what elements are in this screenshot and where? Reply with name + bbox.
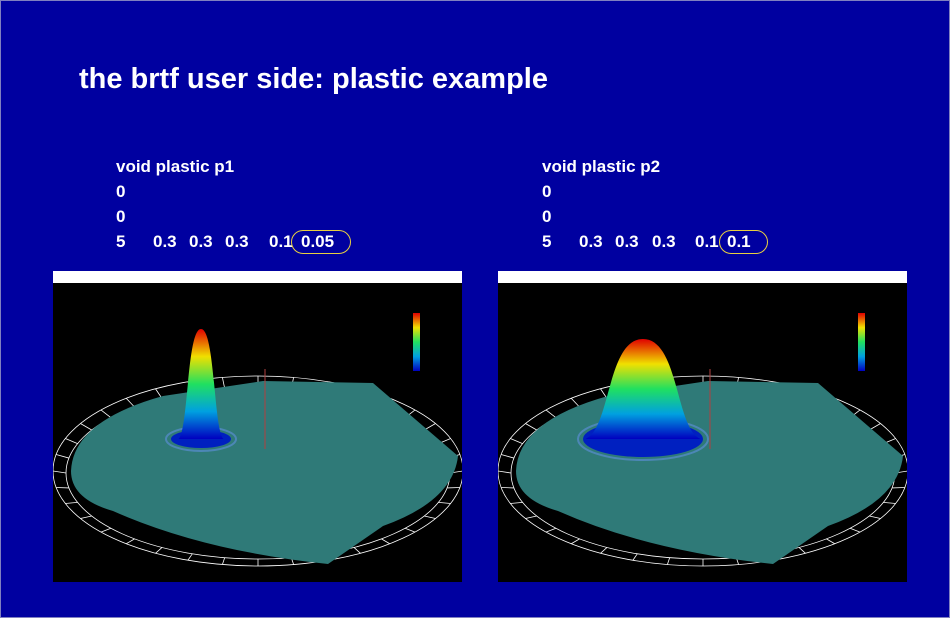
param: 5 <box>542 232 552 251</box>
code-line: void plastic p1 <box>116 157 235 176</box>
code-line: 0 <box>116 207 126 226</box>
highlight-ellipse <box>719 230 768 254</box>
colorbar <box>858 313 865 371</box>
grid-tick <box>826 538 835 545</box>
grid-tick <box>222 557 226 565</box>
grid-tick <box>883 502 896 504</box>
code-line: 0 <box>116 182 126 201</box>
grid-tick <box>100 527 112 533</box>
grid-tick <box>424 515 436 519</box>
grid-tick <box>438 502 451 504</box>
code-line: 0 <box>542 207 552 226</box>
grid-tick <box>155 547 163 554</box>
param: 0.3 <box>652 232 676 251</box>
code-line: void plastic p2 <box>542 157 661 176</box>
plot-image <box>498 271 907 582</box>
grid-tick <box>222 377 226 389</box>
grid-tick <box>80 423 92 431</box>
grid-tick <box>187 553 193 561</box>
grid-tick <box>571 538 580 545</box>
code-line: 0 <box>542 182 552 201</box>
param: 0.3 <box>189 232 213 251</box>
grid-tick <box>849 527 861 533</box>
param: 0.3 <box>225 232 249 251</box>
param: 0.05 <box>301 232 335 251</box>
highlight-ellipse <box>291 230 351 254</box>
colorbar <box>413 313 420 371</box>
grid-tick <box>353 547 361 554</box>
surface <box>71 381 458 564</box>
grid-tick <box>65 438 78 444</box>
grid-tick <box>510 502 523 504</box>
grid-tick <box>570 397 580 408</box>
grid-tick <box>80 515 92 519</box>
grid-tick <box>600 547 608 554</box>
slide-title: the brtf user side: plastic example <box>79 63 548 95</box>
grid-tick <box>501 454 515 459</box>
header-strip <box>53 271 462 283</box>
grid-tick <box>125 397 135 408</box>
param: 0.3 <box>579 232 603 251</box>
grid-tick <box>798 547 806 554</box>
grid-tick <box>632 553 638 561</box>
grid-tick <box>667 557 671 565</box>
peak <box>178 329 224 439</box>
param: 0.1 <box>727 232 751 251</box>
plot-image <box>53 271 462 582</box>
param: 0.1 <box>695 232 719 251</box>
param: 0.3 <box>615 232 639 251</box>
grid-tick <box>381 538 390 545</box>
grid-tick <box>100 409 112 419</box>
grid-tick <box>510 438 523 444</box>
param: 0.1 <box>269 232 293 251</box>
grid-tick <box>56 454 70 459</box>
grid-tick <box>525 423 537 431</box>
grid-tick <box>869 515 881 519</box>
param: 5 <box>116 232 126 251</box>
grid-tick <box>65 502 78 504</box>
grid-tick <box>545 527 557 533</box>
grid-tick <box>404 527 416 533</box>
param: 0.3 <box>153 232 177 251</box>
grid-tick <box>498 470 512 474</box>
peak <box>585 339 701 439</box>
header-strip <box>498 271 907 283</box>
grid-tick <box>126 538 135 545</box>
grid-tick <box>53 470 67 474</box>
grid-tick <box>545 409 557 419</box>
grid-tick <box>525 515 537 519</box>
